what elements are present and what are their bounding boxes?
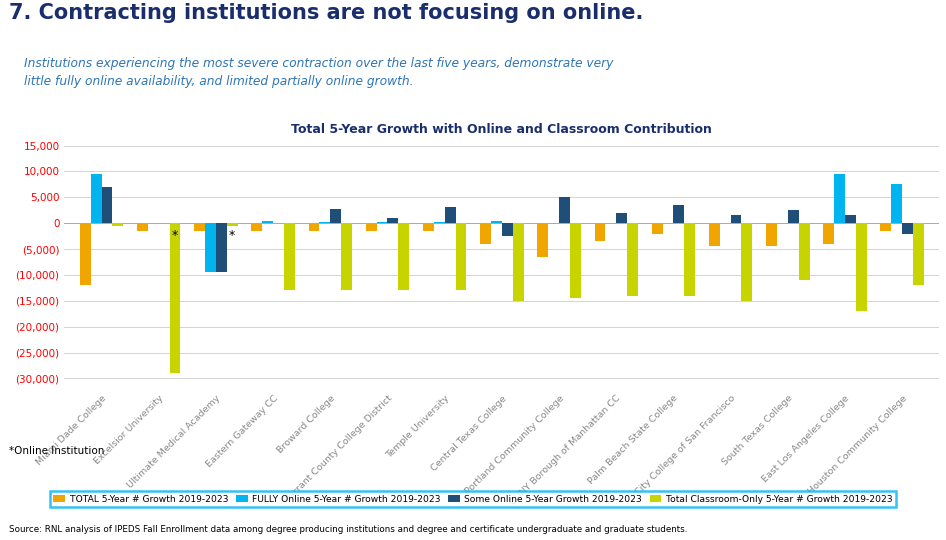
Bar — [330, 209, 342, 223]
Bar — [569, 223, 581, 298]
Bar — [169, 223, 181, 373]
Bar — [113, 223, 123, 226]
Bar — [730, 215, 742, 223]
Bar — [194, 223, 205, 231]
Bar — [652, 223, 662, 233]
Bar — [902, 223, 913, 233]
Bar — [627, 223, 638, 295]
Bar — [891, 184, 902, 223]
Bar — [91, 174, 101, 223]
Bar — [308, 223, 320, 231]
Title: Total 5-Year Growth with Online and Classroom Contribution: Total 5-Year Growth with Online and Clas… — [291, 124, 712, 137]
Text: Source: RNL analysis of IPEDS Fall Enrollment data among degree producing instit: Source: RNL analysis of IPEDS Fall Enrol… — [9, 524, 688, 534]
Bar — [684, 223, 695, 295]
Bar — [766, 223, 777, 246]
Bar — [79, 223, 91, 285]
Bar — [216, 223, 227, 272]
Bar — [823, 223, 834, 244]
Text: *: * — [229, 230, 235, 242]
Bar — [205, 223, 216, 272]
Text: 7. Contracting institutions are not focusing on online.: 7. Contracting institutions are not focu… — [9, 3, 644, 23]
Bar — [481, 223, 491, 244]
Bar — [491, 221, 502, 223]
Bar — [284, 223, 295, 291]
Bar — [856, 223, 867, 311]
Bar — [388, 218, 398, 223]
Bar — [742, 223, 752, 301]
Bar — [594, 223, 605, 241]
Bar — [423, 223, 434, 231]
Bar — [674, 205, 684, 223]
Bar — [398, 223, 410, 291]
Bar — [434, 222, 445, 223]
Bar — [101, 187, 113, 223]
Bar — [456, 223, 466, 291]
Bar — [377, 222, 388, 223]
Bar — [845, 215, 856, 223]
Bar — [445, 207, 456, 223]
Bar — [342, 223, 352, 291]
Text: *: * — [171, 230, 178, 242]
Bar — [913, 223, 924, 285]
Legend: TOTAL 5-Year # Growth 2019-2023, FULLY Online 5-Year # Growth 2019-2023, Some On: TOTAL 5-Year # Growth 2019-2023, FULLY O… — [49, 491, 897, 508]
Bar — [834, 174, 845, 223]
Bar — [513, 223, 523, 301]
Bar — [559, 197, 569, 223]
Bar — [798, 223, 810, 280]
Bar — [366, 223, 377, 231]
Bar — [709, 223, 720, 246]
Bar — [788, 210, 798, 223]
Bar — [616, 213, 627, 223]
Bar — [320, 222, 330, 223]
Bar — [137, 223, 148, 231]
Bar — [537, 223, 548, 257]
Bar — [881, 223, 891, 231]
Text: *Online Institution: *Online Institution — [9, 446, 105, 456]
Bar — [501, 223, 513, 236]
Bar — [252, 223, 262, 231]
Bar — [227, 223, 237, 226]
Text: Institutions experiencing the most severe contraction over the last five years, : Institutions experiencing the most sever… — [24, 57, 613, 88]
Bar — [262, 221, 273, 223]
